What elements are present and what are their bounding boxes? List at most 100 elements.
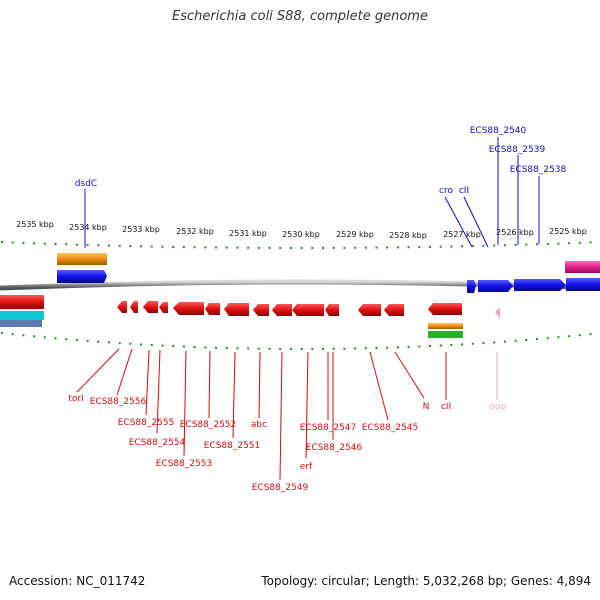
red-gene-ECS88_2554[interactable] <box>159 302 168 313</box>
minor-tick <box>311 247 314 249</box>
green-feature[interactable] <box>428 331 463 338</box>
orange-feature[interactable] <box>428 323 463 329</box>
minor-tick <box>525 339 528 341</box>
minor-tick <box>450 245 453 248</box>
minor-tick <box>439 344 442 347</box>
gene-label[interactable]: ECS88_2549 <box>252 483 309 493</box>
minor-tick <box>493 341 496 344</box>
leader-line <box>183 350 187 457</box>
gene-label[interactable]: cro <box>439 186 453 196</box>
minor-tick <box>514 339 517 342</box>
red-gene-ECS88_2545[interactable] <box>358 304 381 316</box>
minor-tick <box>279 247 282 249</box>
minor-tick <box>461 343 464 346</box>
red-gene-N[interactable] <box>384 304 404 316</box>
red-gene-cII[interactable] <box>428 303 462 315</box>
minor-tick <box>332 246 335 249</box>
scale-label: 2531 kbp <box>229 229 267 238</box>
minor-tick <box>161 245 164 248</box>
gene-label[interactable]: oop <box>490 402 507 412</box>
red-gene-torI[interactable] <box>117 301 127 313</box>
gene-label[interactable]: ECS88_2547 <box>300 423 357 433</box>
red-gene-abc[interactable] <box>253 304 269 316</box>
minor-tick <box>129 342 132 345</box>
minor-tick <box>503 340 506 343</box>
gene-label[interactable]: ECS88_2538 <box>510 165 567 175</box>
scale-label: 2527 kbp <box>443 230 481 239</box>
minor-tick <box>129 245 132 248</box>
gene-label[interactable]: ECS88_2556 <box>90 397 147 407</box>
minor-tick <box>268 347 271 350</box>
gene-label[interactable]: ECS88_2539 <box>489 145 546 155</box>
cyan-feature[interactable] <box>0 311 44 320</box>
minor-tick <box>375 347 378 349</box>
red-gene-ECS88_2546[interactable] <box>325 304 339 316</box>
accession-text: Accession: NC_011742 <box>9 574 146 588</box>
minor-tick <box>386 246 389 249</box>
minor-tick <box>22 241 25 244</box>
red-gene-ECS88_2555[interactable] <box>143 301 158 313</box>
minor-tick <box>204 246 207 249</box>
gene-label[interactable]: dsdC <box>75 179 97 189</box>
blue-gene-ECS88_2539[interactable] <box>514 279 566 291</box>
blue-gene-dsdC[interactable] <box>57 270 107 283</box>
minor-tick <box>268 246 271 249</box>
minor-tick <box>407 246 410 249</box>
gene-label[interactable]: N <box>423 402 430 412</box>
minor-tick <box>568 335 571 338</box>
leader-line <box>394 351 425 399</box>
minor-tick <box>322 247 324 249</box>
gene-label[interactable]: erf <box>300 462 313 472</box>
red-gene-ECS88_2551[interactable] <box>224 303 249 316</box>
minor-tick <box>546 242 549 245</box>
slate-feature[interactable] <box>0 320 42 327</box>
pink-pseudo-oop[interactable] <box>495 307 500 318</box>
blue-gene-ECS88_2538[interactable] <box>566 278 600 291</box>
minor-tick <box>65 243 68 246</box>
minor-tick <box>140 343 143 346</box>
minor-tick <box>407 345 410 348</box>
gene-label[interactable]: ECS88_2555 <box>118 418 175 428</box>
gene-label[interactable]: ECS88_2546 <box>306 443 363 453</box>
minor-tick <box>418 345 421 348</box>
gene-label[interactable]: ECS88_2540 <box>470 126 527 136</box>
red-gene-ECS88_2553[interactable] <box>173 302 204 315</box>
red-gene-ECS88_2552[interactable] <box>205 303 220 315</box>
gene-label[interactable]: ECS88_2551 <box>204 441 261 451</box>
minor-tick <box>247 347 250 350</box>
blue-gene[interactable] <box>467 280 476 293</box>
lower-tick-row <box>1 332 592 350</box>
scale-label: 2530 kbp <box>282 230 320 239</box>
gene-label[interactable]: torI <box>68 394 83 404</box>
minor-tick <box>108 341 110 344</box>
gene-label[interactable]: ECS88_2553 <box>156 459 213 469</box>
leader-line <box>258 351 261 419</box>
scale-label: 2525 kbp <box>549 227 587 236</box>
gene-label[interactable]: cII <box>459 186 469 196</box>
orange-feature[interactable] <box>57 253 107 265</box>
minor-tick <box>332 347 335 350</box>
minor-tick <box>578 334 581 337</box>
minor-tick <box>86 339 89 342</box>
red-gene-ECS88_2556[interactable] <box>130 301 138 313</box>
bottom-gene-labels: torI ECS88_2556 ECS88_2555 ECS88_2554 EC… <box>68 394 506 493</box>
gene-label[interactable]: abc <box>251 420 267 430</box>
gene-label[interactable]: ECS88_2552 <box>180 420 237 430</box>
top-leader-lines <box>84 137 540 248</box>
magenta-feature[interactable] <box>565 261 600 273</box>
minor-tick <box>482 244 485 247</box>
scale-label: 2534 kbp <box>69 223 107 232</box>
minor-tick <box>503 244 506 247</box>
red-gene-ECS88_2549[interactable] <box>272 304 292 316</box>
gene-label[interactable]: ECS88_2554 <box>129 438 186 448</box>
red-gene[interactable] <box>0 295 44 309</box>
leader-line <box>208 350 211 419</box>
minor-tick <box>1 241 3 243</box>
blue-gene-cro[interactable] <box>478 280 513 292</box>
gene-label[interactable]: cII <box>441 402 451 412</box>
gene-label[interactable]: ECS88_2545 <box>362 423 419 433</box>
minor-tick <box>257 347 260 350</box>
minor-tick <box>172 245 175 248</box>
lower-features <box>0 295 500 338</box>
red-gene-erf[interactable] <box>292 304 324 316</box>
